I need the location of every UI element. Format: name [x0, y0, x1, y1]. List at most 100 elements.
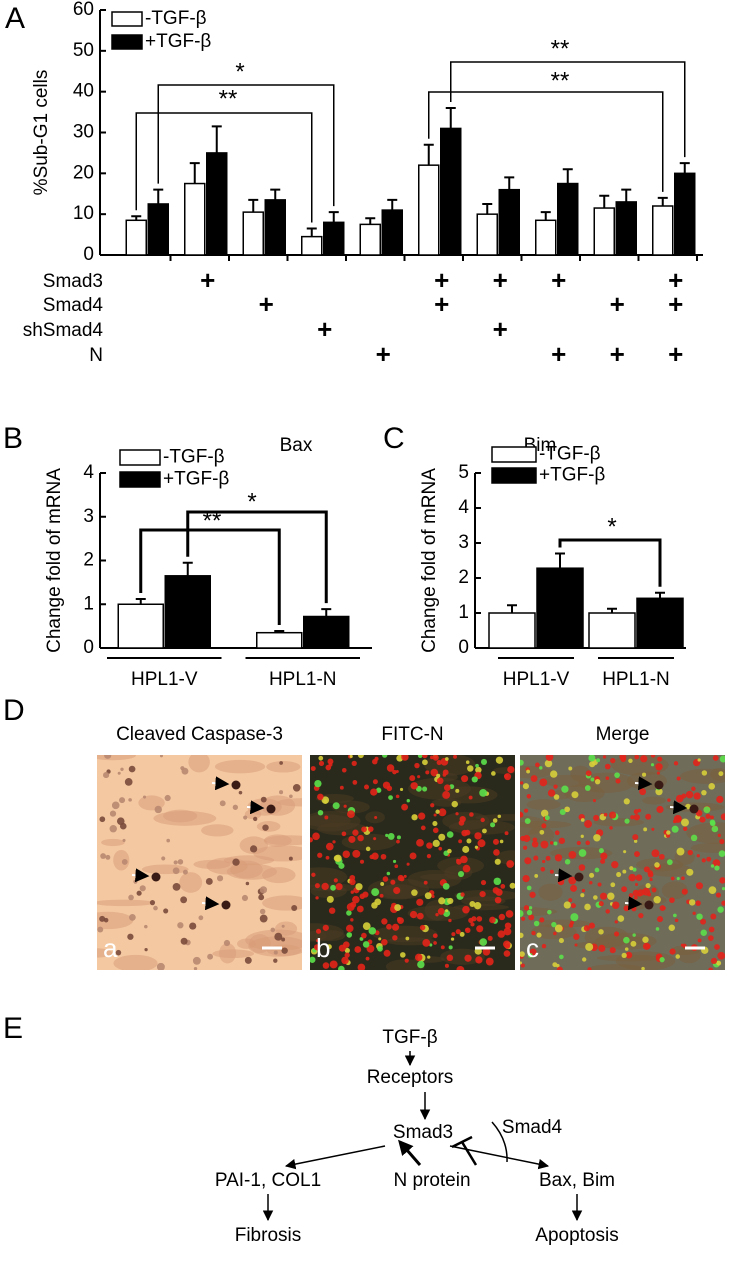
cell: [120, 767, 124, 771]
y-axis-label: Change fold of mRNA: [419, 468, 440, 653]
cell: [361, 932, 367, 939]
cell: [629, 866, 634, 871]
cell: [602, 755, 607, 759]
cell: [109, 824, 117, 833]
cell: [318, 755, 324, 761]
cell: [568, 766, 573, 771]
cell: [436, 777, 444, 785]
cell: [715, 892, 722, 898]
tissue: [526, 799, 561, 811]
pointer-arrow: [246, 800, 265, 815]
tissue: [245, 929, 302, 951]
arrow: [449, 1145, 550, 1170]
cell: [164, 794, 171, 802]
tissue: [262, 895, 302, 911]
y-tick-label: 0: [83, 637, 94, 658]
cell: [603, 812, 608, 817]
cell: [464, 954, 472, 962]
treatment-mark: +: [610, 289, 625, 319]
cell: [673, 761, 679, 766]
tissue: [256, 821, 281, 832]
cell: [332, 802, 340, 810]
cell: [687, 849, 693, 856]
node: Apoptosis: [535, 1225, 618, 1246]
cell: [243, 815, 248, 820]
error-bar: [540, 211, 551, 221]
tissue: [437, 857, 484, 875]
cell: [676, 877, 680, 881]
cell: [673, 913, 677, 918]
cell: [479, 890, 486, 898]
cell: [554, 854, 563, 862]
cell: [504, 922, 512, 929]
cell: [273, 958, 278, 963]
cell: [436, 759, 442, 766]
cell: [427, 955, 431, 959]
cell: [438, 808, 447, 817]
cell: [103, 917, 109, 923]
cell: [708, 935, 714, 941]
treatment-label: Smad3: [43, 271, 103, 292]
cell: [172, 867, 180, 875]
cell: [697, 758, 701, 762]
x-tick-label: HPL1-N: [602, 669, 670, 690]
cell: [467, 765, 474, 772]
y-tick-label: 10: [73, 203, 94, 224]
cell: [523, 834, 531, 843]
cell: [596, 758, 601, 763]
pathway-diagram: TGF-β Receptors Smad3 Smad4 PAI-1, COL1 …: [215, 1027, 619, 1246]
cell: [182, 869, 188, 875]
cell: [686, 868, 694, 876]
error-bar: [423, 143, 434, 166]
cell: [373, 837, 377, 841]
cell: [259, 914, 268, 923]
node: Bax, Bim: [539, 1170, 615, 1191]
tissue: [113, 954, 158, 970]
cell: [643, 866, 650, 873]
cell: [559, 808, 566, 816]
cell: [97, 926, 104, 933]
cell: [321, 882, 329, 891]
cell: [317, 852, 323, 858]
significance-bracket: [450, 61, 686, 158]
bar: [593, 207, 615, 256]
cell: [651, 827, 655, 831]
cell: [655, 927, 660, 931]
cell: [524, 818, 531, 824]
cell: [420, 825, 426, 831]
cell: [528, 906, 533, 910]
cell: [633, 814, 640, 821]
cell: [520, 781, 524, 785]
cell: [695, 882, 704, 890]
cell: [719, 838, 725, 845]
cell: [447, 897, 454, 905]
cell: [156, 962, 165, 970]
pointer-arrow: [131, 868, 150, 883]
cell: [395, 769, 399, 773]
bar: [476, 213, 498, 256]
cell: [685, 790, 694, 799]
cell: [438, 897, 446, 905]
cell: [651, 887, 657, 893]
tissue: [97, 755, 137, 761]
cell: [422, 938, 431, 947]
cell: [649, 877, 653, 882]
tissue: [539, 774, 598, 788]
cell: [558, 938, 564, 944]
cell: [485, 957, 494, 966]
cell: [614, 772, 620, 778]
cell: [650, 755, 656, 758]
cell: [448, 918, 452, 923]
cell: [444, 963, 449, 968]
cell: [585, 770, 592, 777]
cell: [568, 923, 574, 928]
cell: [352, 895, 360, 904]
tissue: [424, 900, 449, 921]
y-tick-label: 20: [73, 162, 94, 183]
cell: [476, 925, 484, 933]
cell: [573, 933, 580, 940]
tissue: [341, 833, 397, 851]
cell: [497, 814, 502, 819]
cell: [616, 872, 622, 878]
bar: [381, 209, 403, 256]
